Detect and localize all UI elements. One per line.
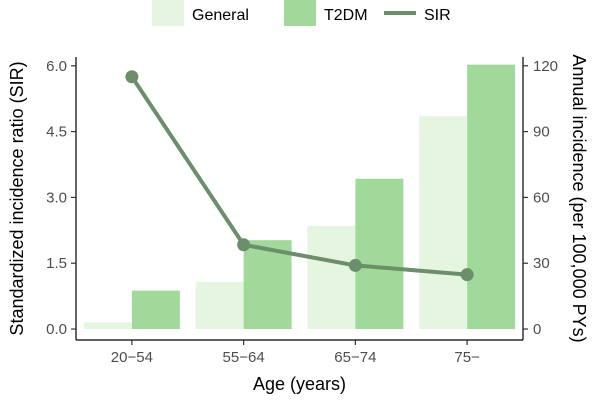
y-tick-label-right-4: 120 [533, 58, 558, 75]
y-tick-label-right-1: 30 [533, 255, 550, 272]
bars-layer [83, 64, 516, 330]
x-tick-label-3: 75− [454, 349, 480, 366]
legend-t2dm-swatch [284, 0, 316, 26]
point-sir-2 [348, 258, 362, 272]
y-tick-label-left-1: 1.5 [46, 255, 67, 272]
y-tick-label-left-2: 3.0 [46, 189, 67, 206]
line-sir [129, 74, 470, 277]
point-sir-0 [125, 70, 139, 84]
x-axis-title: Age (years) [253, 374, 346, 394]
sir-line-layer [125, 70, 474, 282]
y-tick-label-right-0: 0 [533, 321, 541, 338]
y-tick-label-left-0: 0.0 [46, 321, 67, 338]
bar-t2dm-3 [467, 64, 516, 330]
bar-t2dm-1 [243, 240, 292, 330]
legend-general-label: General [192, 7, 249, 24]
legend-general-swatch [152, 0, 184, 26]
bar-general-0 [83, 322, 132, 330]
legend-t2dm-label: T2DM [324, 7, 368, 24]
bar-general-1 [195, 281, 244, 330]
y-axis-title-left: Standardized incidence ratio (SIR) [7, 61, 27, 335]
x-tick-label-0: 20−54 [111, 349, 153, 366]
point-sir-1 [237, 238, 251, 252]
x-tick-label-2: 65−74 [334, 349, 376, 366]
bar-t2dm-2 [355, 178, 404, 330]
point-sir-3 [460, 268, 474, 282]
x-tick-label-1: 55−64 [223, 349, 265, 366]
bar-general-3 [419, 116, 468, 330]
y-tick-label-right-3: 90 [533, 124, 550, 141]
legend: General T2DM SIR [152, 0, 451, 26]
legend-sir-label: SIR [424, 7, 451, 24]
y-axis-title-right: Annual incidence (per 100,000 PYs) [569, 54, 589, 342]
bar-t2dm-0 [131, 290, 180, 330]
y-tick-label-left-4: 6.0 [46, 58, 67, 75]
axes-layer: 0.0 1.5 3.0 4.5 6.0 0 30 60 90 120 20−54 55−64 65−74… [46, 57, 558, 366]
y-tick-label-right-2: 60 [533, 189, 550, 206]
bar-general-2 [307, 225, 356, 330]
y-tick-label-left-3: 4.5 [46, 124, 67, 141]
